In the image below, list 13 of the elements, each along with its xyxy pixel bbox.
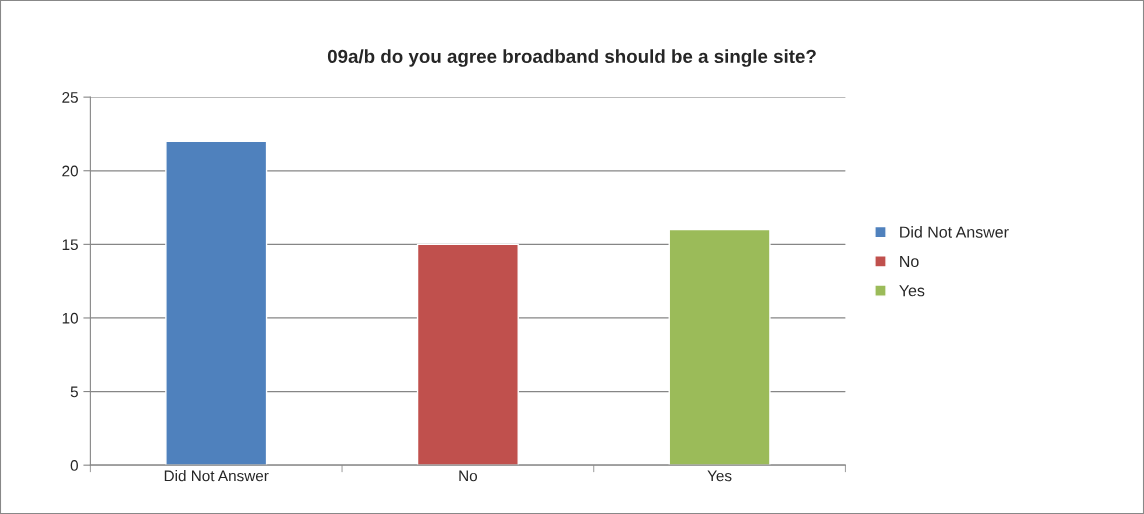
y-tick-label: 5 xyxy=(70,386,78,398)
y-tick-label: 25 xyxy=(62,92,78,103)
x-tick-label: Yes xyxy=(707,470,732,482)
chart-title: 09a/b do you agree broadband should be a single site? xyxy=(327,49,816,67)
legend-label: No xyxy=(900,255,919,268)
y-tick-label: 0 xyxy=(70,460,78,471)
y-tick-label: 20 xyxy=(62,165,78,177)
legend-label: Did Not Answer xyxy=(900,226,1009,238)
y-tick-label: 15 xyxy=(62,239,78,251)
x-tick-label: No xyxy=(459,470,478,482)
x-tick-label: Did Not Answer xyxy=(164,470,269,482)
y-tick-label: 10 xyxy=(62,312,78,324)
legend-label: Yes xyxy=(899,285,925,297)
